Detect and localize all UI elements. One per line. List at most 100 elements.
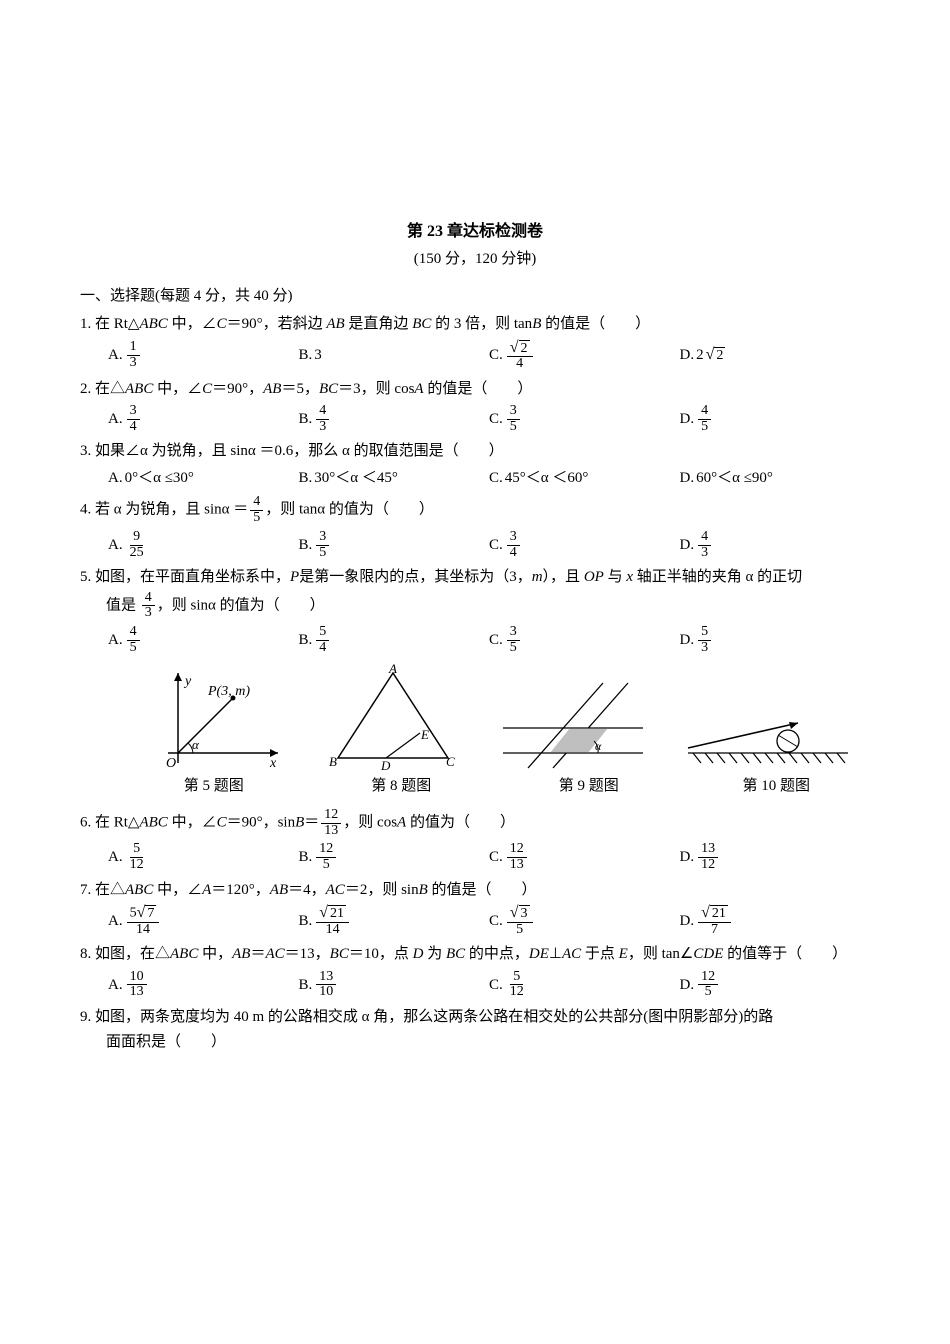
q6-t1: 6. 在 Rt△ xyxy=(80,815,139,831)
q8-a-label: A. xyxy=(108,974,123,997)
fig5-alpha-label: α xyxy=(192,737,200,752)
q8-t1: 8. 如图，在△ xyxy=(80,946,170,962)
q1-t5: 的 3 倍，则 tan xyxy=(431,316,532,332)
q4-opt-b: B.35 xyxy=(299,530,490,560)
q8-opt-b: B.1310 xyxy=(299,970,490,1000)
q2-t2: 中，∠ xyxy=(153,381,202,397)
fig5-o-label: O xyxy=(166,756,176,771)
q7-d-rad: 21 xyxy=(710,905,728,921)
q8-abc: ABC xyxy=(170,946,198,962)
q6-a-label: A. xyxy=(108,846,123,869)
question-8: 8. 如图，在△ABC 中，AB＝AC＝13，BC＝10，点 D 为 BC 的中… xyxy=(80,943,870,966)
q5-num: 4 xyxy=(142,591,155,607)
q2-t4: ＝5， xyxy=(281,381,319,397)
q6-t3: ＝90°，sin xyxy=(227,815,296,831)
q6-c-num: 12 xyxy=(507,842,527,858)
q7-c-num: √3 xyxy=(507,905,533,922)
q1-c-rad: 2 xyxy=(519,340,530,356)
q8-b-label: B. xyxy=(299,974,313,997)
q5-opt-a: A.45 xyxy=(108,625,299,655)
figure-5: y x O α P(3, m) xyxy=(138,663,288,773)
q2-a-label: A. xyxy=(108,408,123,431)
q3-c: 45°＜α ＜60° xyxy=(505,467,589,490)
question-9-line2: 面面积是（ ） xyxy=(80,1031,870,1054)
q6-opt-a: A.512 xyxy=(108,842,299,872)
q6-t2: 中，∠ xyxy=(168,815,217,831)
q6-c-den: 13 xyxy=(507,858,527,873)
q8-opt-a: A.1013 xyxy=(108,970,299,1000)
q8-c-num: 5 xyxy=(510,970,523,986)
q6-b-num: 12 xyxy=(316,842,336,858)
q5-den: 3 xyxy=(142,606,155,621)
q6-opt-b: B.125 xyxy=(299,842,490,872)
q8-bc: BC xyxy=(330,946,349,962)
question-6: 6. 在 Rt△ABC 中，∠C＝90°，sinB＝1213，则 cosA 的值… xyxy=(80,808,870,838)
q6-den: 13 xyxy=(321,824,341,839)
q2-options: A.34 B.43 C.35 D.45 xyxy=(80,404,870,434)
q3-a-label: A. xyxy=(108,467,123,490)
q8-d-den: 5 xyxy=(702,985,715,1000)
q1-opt-a: A.13 xyxy=(108,340,299,372)
q8-t6: 为 xyxy=(423,946,446,962)
q6-a-num: 5 xyxy=(130,842,143,858)
q4-a-den: 25 xyxy=(127,546,147,561)
q1-text: 1. 在 Rt△ xyxy=(80,316,139,332)
q6-b: B xyxy=(295,815,304,831)
q8-ac2: AC xyxy=(562,946,581,962)
q1-b-label: B. xyxy=(299,344,313,367)
q8-bc2: BC xyxy=(446,946,465,962)
q4-c-den: 4 xyxy=(507,546,520,561)
q1-ab: AB xyxy=(326,316,344,332)
q3-b: 30°＜α ＜45° xyxy=(314,467,398,490)
q5-t1: 5. 如图，在平面直角坐标系中， xyxy=(80,569,290,585)
q6-num: 12 xyxy=(321,808,341,824)
q2-d-den: 5 xyxy=(698,420,711,435)
q2-opt-b: B.43 xyxy=(299,404,490,434)
q1-abc: ABC xyxy=(139,316,167,332)
q1-d-sqrt: √2 xyxy=(706,347,726,363)
q5-c-label: C. xyxy=(489,629,503,652)
q1-c-label: C. xyxy=(489,344,503,367)
q1-a-den: 3 xyxy=(127,356,140,371)
q4-pre: 4. 若 α 为锐角，且 sinα ＝ xyxy=(80,502,248,518)
q7-a-rad: 7 xyxy=(145,905,156,921)
q5-l2b: ，则 sinα 的值为（ ） xyxy=(157,597,325,613)
q4-c-num: 3 xyxy=(507,530,520,546)
q4-options: A.925 B.35 C.34 D.43 xyxy=(80,530,870,560)
q7-abc: ABC xyxy=(125,882,153,898)
q7-d-label: D. xyxy=(680,910,695,933)
q4-post: ，则 tanα 的值为（ ） xyxy=(265,502,434,518)
q5-t4: 与 xyxy=(604,569,627,585)
q5-d-den: 3 xyxy=(698,641,711,656)
q4-b-den: 5 xyxy=(316,546,329,561)
q2-t1: 2. 在△ xyxy=(80,381,125,397)
q3-a: 0°＜α ≤30° xyxy=(125,467,194,490)
q2-opt-c: C.35 xyxy=(489,404,680,434)
q4-a-num: 9 xyxy=(130,530,143,546)
question-4: 4. 若 α 为锐角，且 sinα ＝45，则 tanα 的值为（ ） xyxy=(80,495,870,525)
q7-a: A xyxy=(202,882,211,898)
question-5-line2: 值是 43，则 sinα 的值为（ ） xyxy=(80,591,870,621)
q5-b-den: 4 xyxy=(316,641,329,656)
caption-8: 第 8 题图 xyxy=(308,775,496,798)
q7-d-den: 7 xyxy=(708,923,721,938)
q8-t3: ＝ xyxy=(250,946,265,962)
fig8-A: A xyxy=(388,663,397,676)
q1-b: B xyxy=(532,316,541,332)
q6-opt-c: C.1213 xyxy=(489,842,680,872)
question-5: 5. 如图，在平面直角坐标系中，P是第一象限内的点，其坐标为（3，m），且 OP… xyxy=(80,566,870,589)
q8-d-label: D. xyxy=(680,974,695,997)
section-1-header: 一、选择题(每题 4 分，共 40 分) xyxy=(80,285,870,308)
q8-t4: ＝13， xyxy=(285,946,330,962)
q7-t2: 中，∠ xyxy=(153,882,202,898)
q8-ab: AB xyxy=(232,946,250,962)
q7-t6: 的值是（ ） xyxy=(428,882,537,898)
q8-d-num: 12 xyxy=(698,970,718,986)
q1-t4: 是直角边 xyxy=(345,316,413,332)
q7-c-rad: 3 xyxy=(519,905,530,921)
q1-opt-b: B.3 xyxy=(299,340,490,372)
fig5-p-label: P(3, m) xyxy=(207,684,250,699)
q3-opt-d: D.60°＜α ≤90° xyxy=(680,467,871,490)
q5-opt-b: B.54 xyxy=(299,625,490,655)
figure-10-svg xyxy=(683,693,853,773)
